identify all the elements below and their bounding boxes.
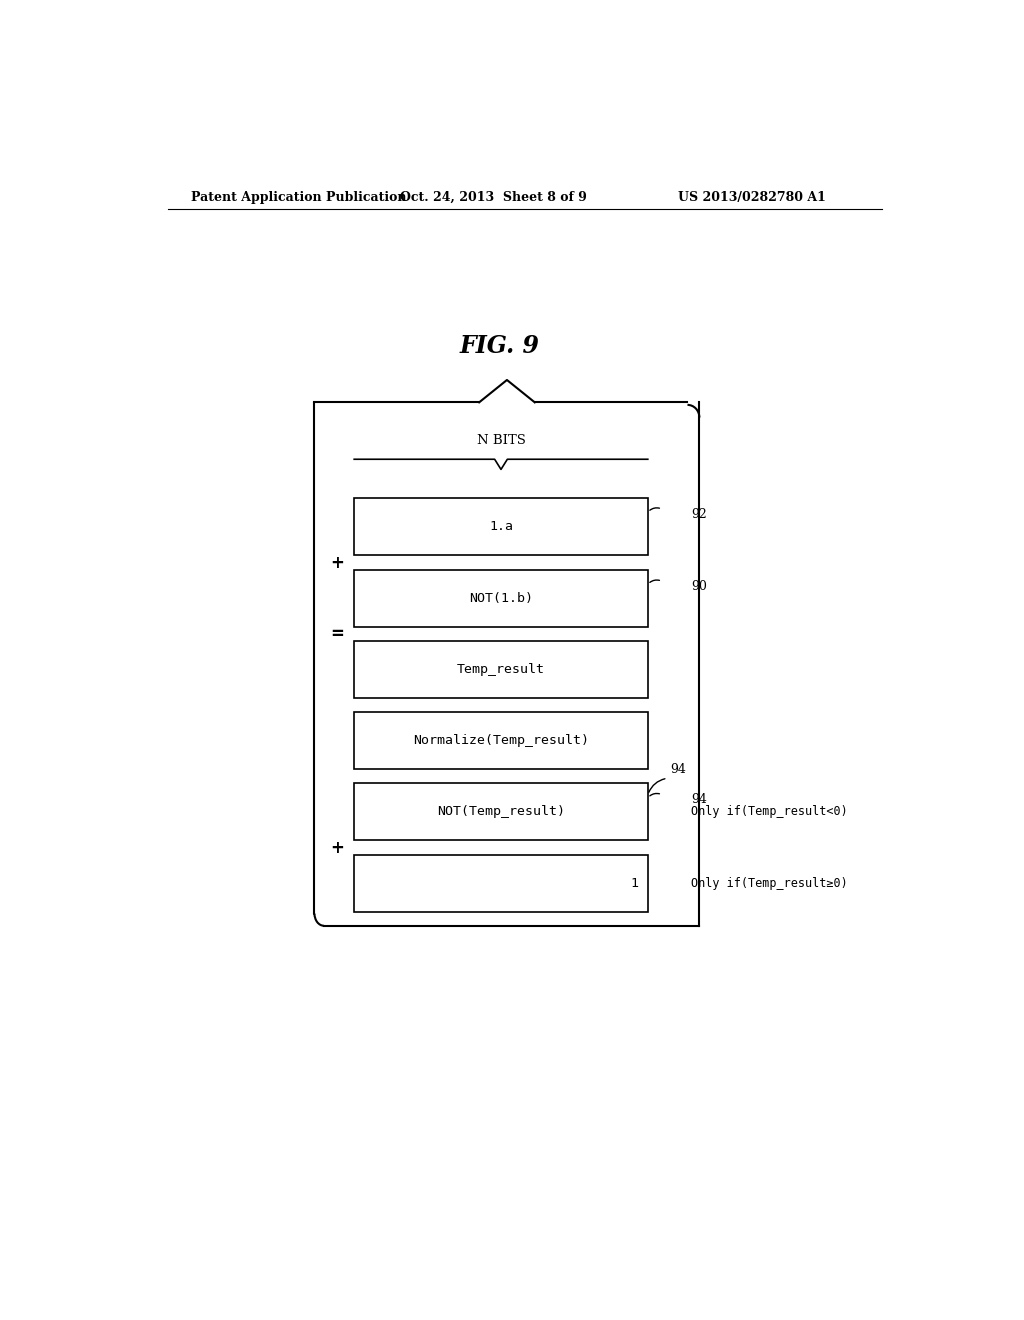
Text: Only if(Temp_result≥0): Only if(Temp_result≥0) xyxy=(691,876,848,890)
Text: NOT(1.b): NOT(1.b) xyxy=(469,591,532,605)
Text: +: + xyxy=(330,554,344,572)
Text: FIG. 9: FIG. 9 xyxy=(460,334,540,359)
Text: Normalize(Temp_result): Normalize(Temp_result) xyxy=(413,734,589,747)
Text: +: + xyxy=(330,838,344,857)
Bar xyxy=(354,498,648,554)
Text: 90: 90 xyxy=(691,579,708,593)
Bar xyxy=(354,784,648,841)
Bar xyxy=(354,854,648,912)
Text: 92: 92 xyxy=(691,508,708,520)
Text: 94: 94 xyxy=(691,793,708,807)
Text: US 2013/0282780 A1: US 2013/0282780 A1 xyxy=(679,190,826,203)
Text: 1.a: 1.a xyxy=(489,520,513,533)
Bar xyxy=(354,642,648,698)
Bar xyxy=(354,570,648,627)
Bar xyxy=(354,713,648,770)
Text: Temp_result: Temp_result xyxy=(457,663,545,676)
Text: 94: 94 xyxy=(670,763,686,776)
Text: NOT(Temp_result): NOT(Temp_result) xyxy=(437,805,565,818)
Text: Only if(Temp_result<0): Only if(Temp_result<0) xyxy=(691,805,848,818)
Text: 1: 1 xyxy=(631,876,638,890)
Text: Oct. 24, 2013  Sheet 8 of 9: Oct. 24, 2013 Sheet 8 of 9 xyxy=(399,190,587,203)
Text: N BITS: N BITS xyxy=(476,434,525,447)
Text: =: = xyxy=(330,626,344,643)
Text: Patent Application Publication: Patent Application Publication xyxy=(191,190,407,203)
